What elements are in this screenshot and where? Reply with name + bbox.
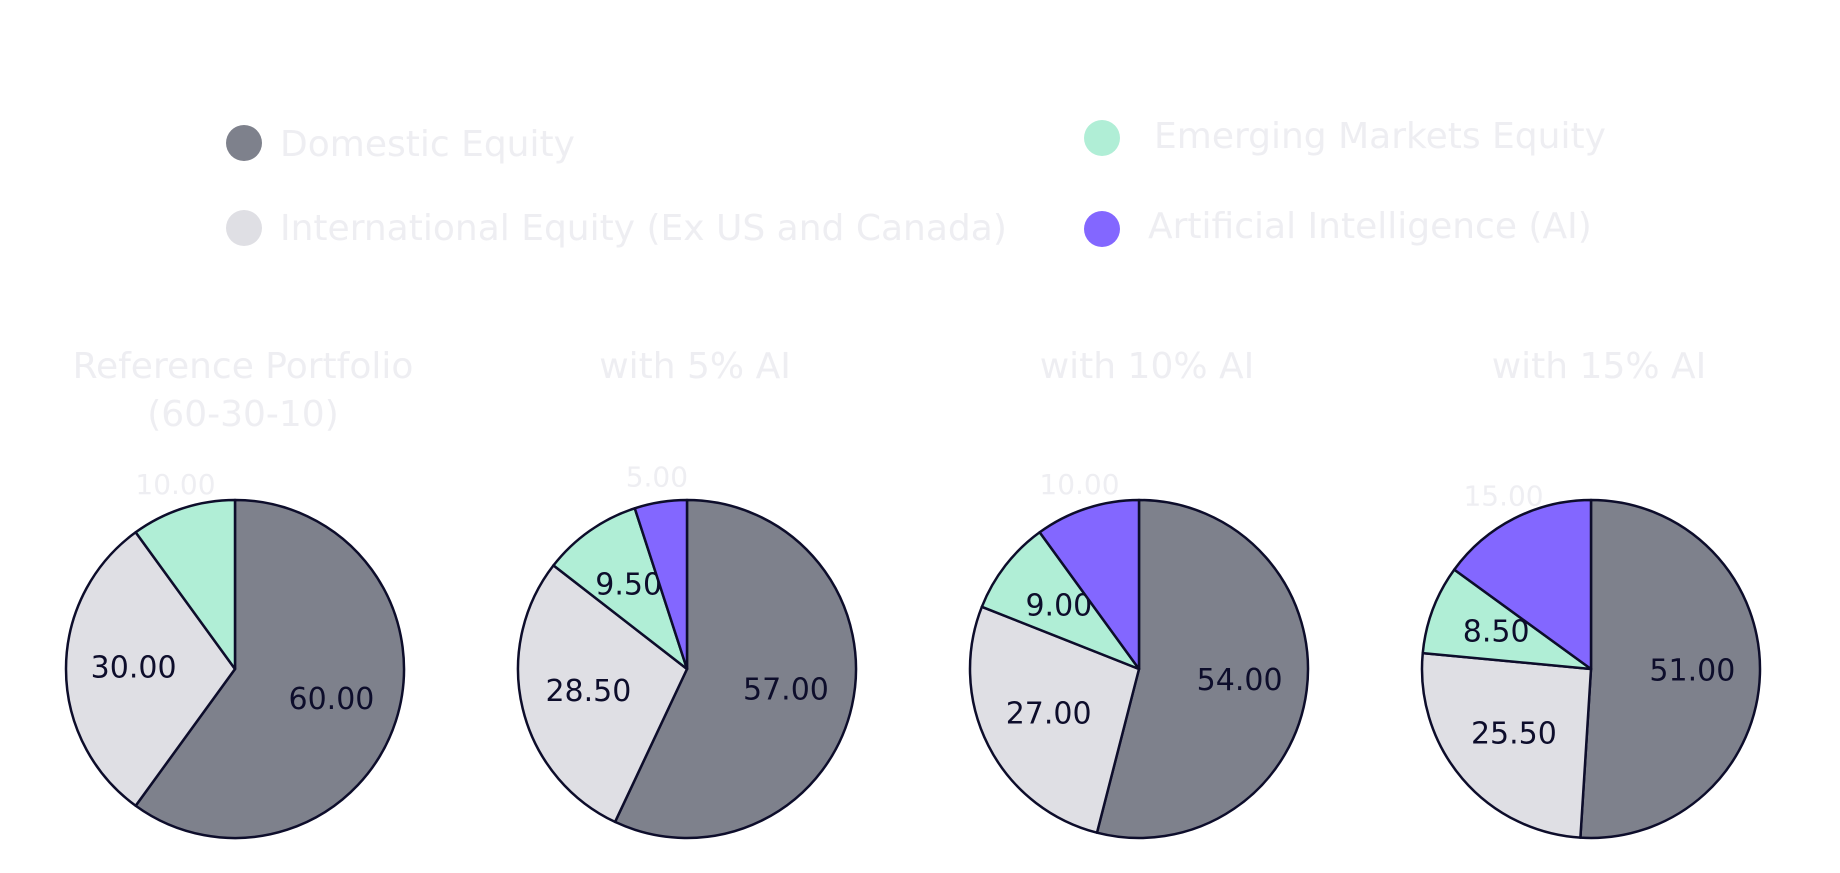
legend-marker (226, 210, 262, 246)
pie-slice (1453, 498, 1593, 671)
value-label: 9.00 (1025, 588, 1092, 623)
pie-slice (1420, 651, 1593, 839)
legend-label: Artificial Intelligence (AI) (1148, 206, 1592, 247)
value-label: 27.00 (1006, 697, 1092, 732)
value-label: 54.00 (1197, 663, 1283, 698)
chart-title: (60-30-10) (147, 394, 339, 435)
value-label: 5.00 (626, 461, 688, 494)
value-label: 10.00 (1039, 468, 1119, 501)
legend-label: Emerging Markets Equity (1154, 116, 1606, 157)
pie-slice (134, 498, 237, 671)
value-label: 10.00 (135, 468, 215, 501)
value-label: 15.00 (1463, 479, 1543, 512)
chart-title: with 10% AI (1040, 346, 1255, 387)
legend-marker (1084, 120, 1120, 156)
value-label: 30.00 (91, 651, 177, 686)
pie-slice (1038, 498, 1141, 671)
value-label: 60.00 (288, 682, 374, 717)
pie-slice (968, 605, 1141, 834)
pie-slice (64, 531, 237, 807)
value-label: 9.50 (595, 568, 662, 603)
value-label: 28.50 (545, 674, 631, 709)
chart-title: Reference Portfolio (73, 346, 414, 387)
pie-slice (1421, 568, 1593, 671)
value-label: 57.00 (743, 673, 829, 708)
pie-slice (633, 498, 689, 671)
legend-marker (1084, 211, 1120, 247)
value-label: 25.50 (1471, 716, 1557, 751)
pie-slice (1095, 498, 1310, 840)
legend: Domestic Equity International Equity (Ex… (226, 116, 1606, 249)
pie-slice (516, 564, 689, 824)
pie-slice (980, 531, 1141, 671)
chart-title: with 15% AI (1492, 346, 1707, 387)
value-label: 8.50 (1463, 615, 1530, 650)
pie-slice (613, 498, 858, 840)
pie-slice (552, 507, 689, 671)
value-label: 51.00 (1649, 654, 1735, 689)
legend-marker (226, 125, 262, 161)
pie-slice (134, 498, 406, 840)
pie-slice (1579, 498, 1762, 840)
legend-label: International Equity (Ex US and Canada) (280, 208, 1007, 249)
chart-title: with 5% AI (599, 346, 791, 387)
legend-label: Domestic Equity (280, 124, 575, 165)
